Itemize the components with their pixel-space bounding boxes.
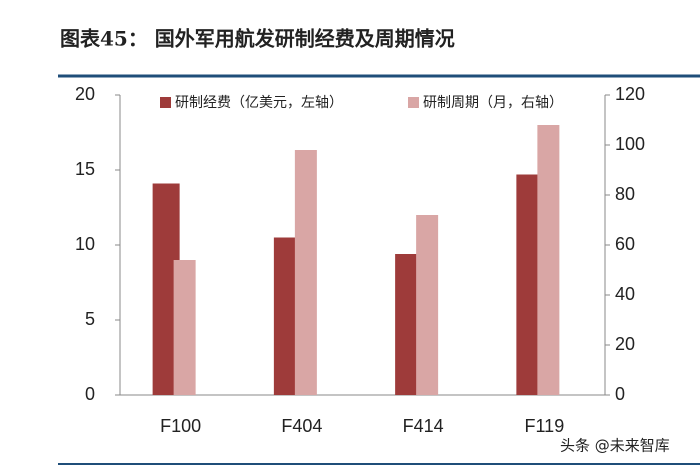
x-tick-label: F404 — [281, 416, 322, 436]
y2-tick-label: 100 — [615, 134, 645, 154]
y2-tick-label: 20 — [615, 334, 635, 354]
y2-tick-label: 80 — [615, 184, 635, 204]
legend-swatch — [408, 97, 419, 108]
legend-swatch — [160, 97, 171, 108]
bar — [294, 150, 317, 395]
y-tick-label: 15 — [75, 159, 95, 179]
x-tick-label: F119 — [525, 416, 565, 436]
bar — [537, 125, 560, 395]
y-tick-label: 10 — [75, 234, 95, 254]
legend-label: 研制经费（亿美元，左轴） — [175, 95, 343, 111]
y2-tick-label: 0 — [615, 384, 625, 404]
y2-tick-label: 60 — [615, 234, 635, 254]
y-tick-label: 20 — [75, 84, 95, 104]
y-tick-label: 5 — [85, 309, 95, 329]
legend-label: 研制周期（月，右轴） — [423, 95, 563, 111]
chart-title: 图表45： 国外军用航发研制经费及周期情况 — [60, 27, 455, 51]
watermark: 头条 @未来智库 — [560, 437, 670, 455]
y2-tick-label: 120 — [615, 84, 645, 104]
x-tick-label: F414 — [403, 416, 444, 436]
bar — [416, 215, 439, 395]
bar — [173, 260, 196, 395]
x-tick-label: F100 — [160, 416, 201, 436]
y-tick-label: 0 — [85, 384, 95, 404]
y2-tick-label: 40 — [615, 284, 635, 304]
